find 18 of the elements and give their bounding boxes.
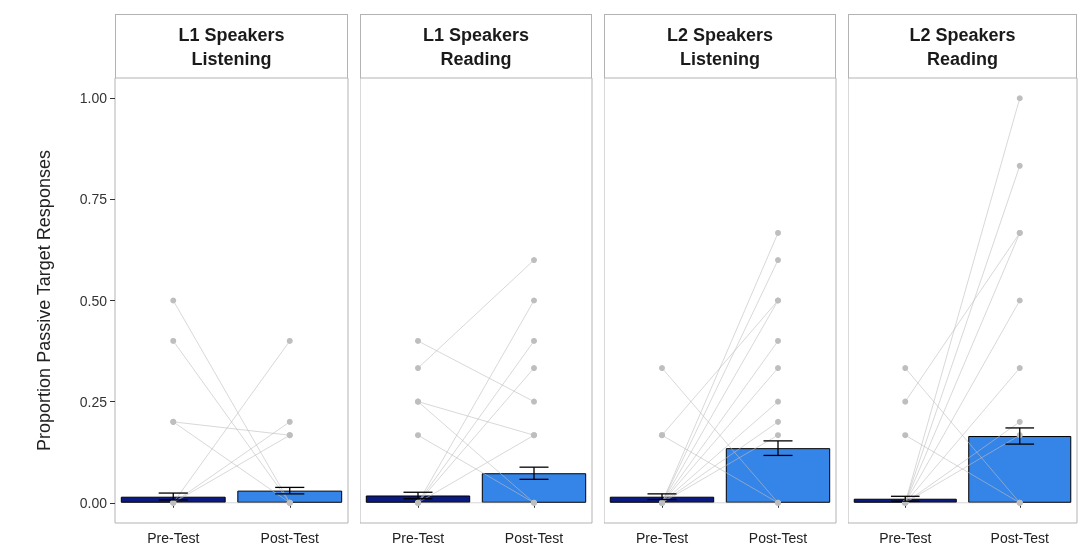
y-tick-label: 1.00: [79, 90, 108, 107]
chart-title: L1 Speakers Reading: [360, 14, 592, 78]
x-tick-label: Post-Test: [504, 530, 564, 546]
x-tick-label: Post-Test: [260, 530, 320, 546]
x-tick-label: Pre-Test: [147, 530, 200, 546]
x-tick-label: Pre-Test: [879, 530, 932, 546]
chart-title: L2 Speakers Reading: [848, 14, 1077, 78]
chart-title: L2 Speakers Listening: [604, 14, 836, 78]
x-tick-label: Pre-Test: [635, 530, 689, 546]
x-tick-label: Post-Test: [990, 530, 1050, 546]
y-tick-label: 0.25: [79, 393, 108, 410]
y-axis-title: Proportion Passive Target Responses: [34, 150, 54, 451]
x-tick-label: Post-Test: [748, 530, 808, 546]
y-tick-label: 0.00: [79, 494, 108, 511]
y-tick-label: 0.75: [79, 191, 108, 208]
y-tick-label: 0.50: [79, 292, 108, 309]
chart-title: L1 Speakers Listening: [115, 14, 348, 78]
x-tick-label: Pre-Test: [391, 530, 445, 546]
